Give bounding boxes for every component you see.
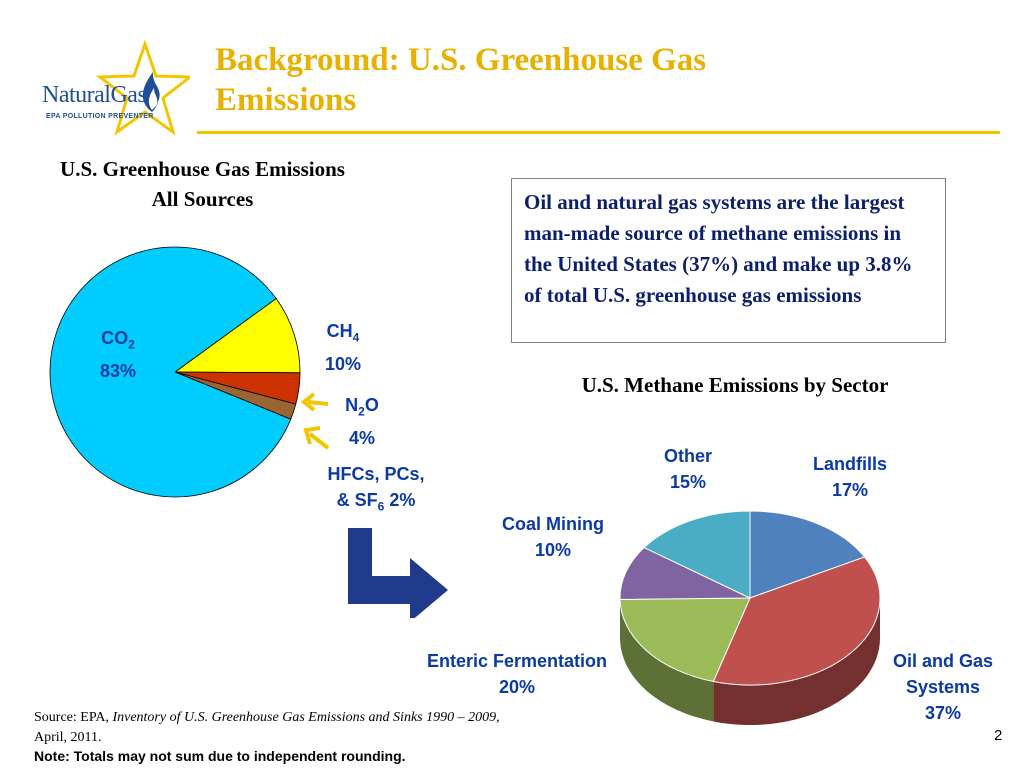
label-oil-gas-value: 37%: [924, 703, 962, 723]
label-enteric-value: 20%: [498, 677, 536, 697]
label-oil-gas-name: Oil and Gas Systems: [892, 651, 994, 697]
flow-arrow-icon: [348, 528, 448, 618]
source-prefix: Source: EPA,: [34, 710, 113, 725]
label-other: Other 15%: [638, 443, 738, 495]
label-other-name: Other: [663, 446, 712, 466]
star-logo-icon: [95, 39, 195, 136]
methane-slice-enteric-fermentation: [619, 597, 751, 683]
logo-tagline: EPA POLLUTION PREVENTER: [46, 113, 154, 120]
label-enteric-name: Enteric Fermentation: [426, 651, 608, 671]
slide-title-line2: Emissions: [215, 82, 357, 118]
label-enteric: Enteric Fermentation 20%: [398, 648, 636, 700]
methane-chart-title: U.S. Methane Emissions by Sector: [581, 373, 889, 397]
methane-side-enteric-fermentation: [620, 599, 714, 722]
label-coal-mining: Coal Mining 10%: [483, 511, 623, 563]
label-hfcs: HFCs, PCs, & SF6 2%: [305, 461, 447, 520]
methane-slice-landfills: [749, 510, 866, 599]
rounding-note: Note: Totals may not sum due to independ…: [34, 748, 406, 764]
label-oil-gas: Oil and Gas Systems 37%: [872, 648, 1014, 726]
label-landfills-value: 17%: [831, 480, 869, 500]
ghg-slice-co2: [49, 246, 292, 498]
label-other-value: 15%: [669, 472, 707, 492]
label-n2o: N2O 4%: [327, 392, 397, 451]
slide-title: Background: U.S. Greenhouse Gas Emission…: [215, 40, 975, 120]
label-n2o-name: N2O: [345, 395, 379, 419]
source-citation: Source: EPA, Inventory of U.S. Greenhous…: [34, 708, 524, 748]
slide-title-line1: Background: U.S. Greenhouse Gas: [215, 42, 707, 78]
methane-slice-other: [643, 510, 751, 599]
label-hfcs-value: 2%: [389, 490, 416, 510]
label-co2: CO2 83%: [78, 325, 158, 384]
label-co2-value: 83%: [99, 360, 137, 381]
page-number: 2: [994, 727, 1003, 744]
logo-name: NaturalGas: [42, 82, 147, 108]
methane-slice-oil-and-gas-systems: [712, 556, 881, 686]
methane-side-oil-and-gas-systems: [713, 598, 880, 725]
pointer-arrows: [300, 392, 330, 450]
label-hfcs-line1: HFCs, PCs,: [327, 464, 425, 484]
source-suffix: , April, 2011.: [34, 710, 500, 745]
label-ch4-name: CH4: [326, 321, 360, 345]
label-ch4-value: 10%: [324, 353, 362, 374]
ghg-slice-ch4: [173, 297, 301, 374]
label-hfcs-line2: & SF6: [336, 490, 385, 514]
methane-slice-coal-mining: [619, 546, 751, 600]
callout-box: Oil and natural gas systems are the larg…: [511, 178, 946, 343]
natural-gas-logo: NaturalGas EPA POLLUTION PREVENTER: [40, 39, 195, 140]
ghg-chart-title-line1: U.S. Greenhouse Gas Emissions: [60, 157, 345, 181]
hfcs-pointer-arrow: [303, 426, 330, 450]
source-title: Inventory of U.S. Greenhouse Gas Emissio…: [112, 710, 497, 725]
label-landfills-name: Landfills: [812, 454, 887, 474]
label-coal-mining-value: 10%: [534, 540, 572, 560]
label-ch4: CH4 10%: [306, 318, 380, 377]
label-landfills: Landfills 17%: [795, 451, 905, 503]
ghg-chart-title-line2: All Sources: [151, 187, 254, 211]
n2o-pointer-arrow: [300, 392, 329, 412]
label-coal-mining-name: Coal Mining: [502, 514, 604, 534]
title-underline: [197, 131, 1000, 134]
label-n2o-value: 4%: [348, 427, 375, 448]
label-co2-name: CO2: [101, 328, 135, 352]
ghg-chart-title: U.S. Greenhouse Gas Emissions All Source…: [20, 154, 385, 214]
